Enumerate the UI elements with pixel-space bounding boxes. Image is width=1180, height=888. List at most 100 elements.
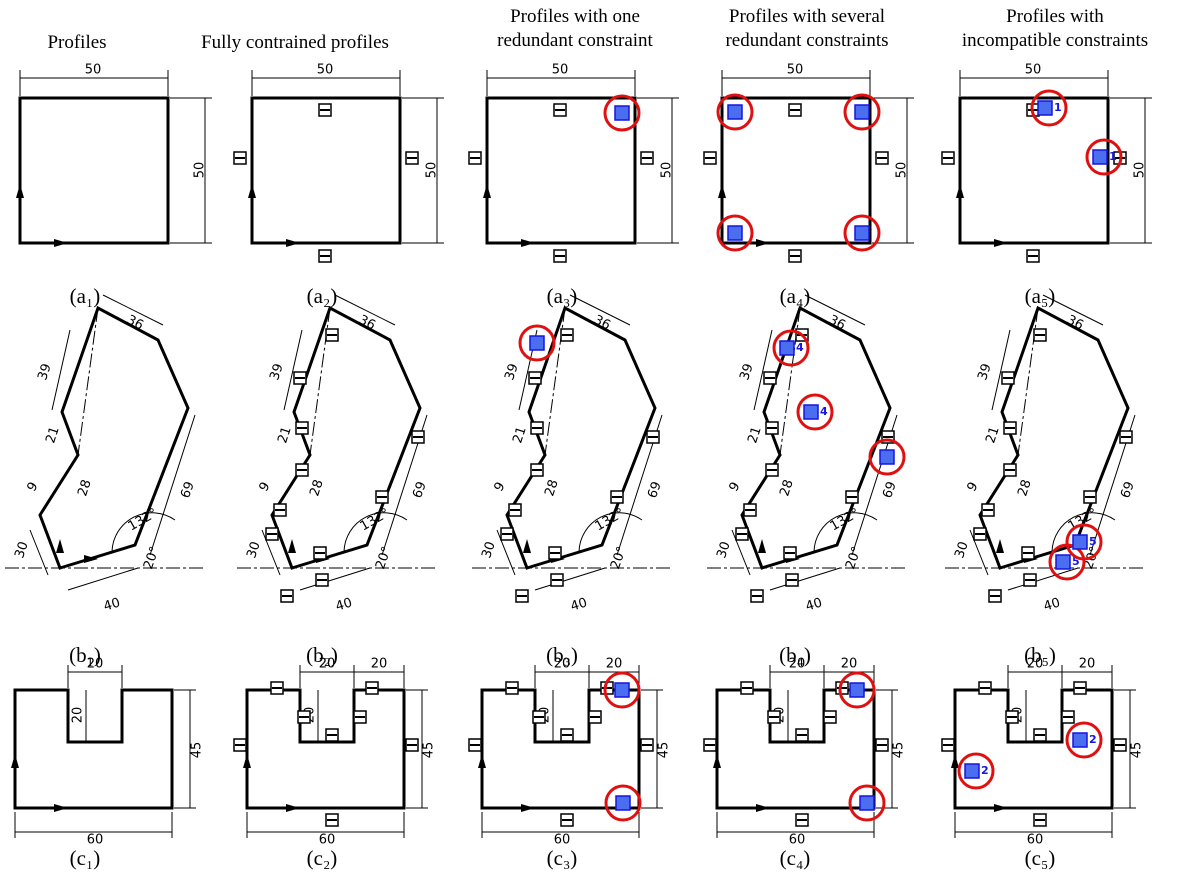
panel: 363921928304069132°20°44 [707,295,907,615]
dimension-label: 39 [502,362,521,382]
arrow [994,804,1008,812]
arrow [286,239,300,247]
subfigure-caption: (c₃) [547,846,578,870]
dimension-label: 69 [880,480,900,501]
constraint-index: 1 [1054,101,1062,114]
dimension-label: 28 [777,478,796,498]
profile [717,690,874,808]
dimension-label: 40 [804,595,824,614]
dimension-label: 20 [87,657,104,672]
profile [980,308,1128,568]
arrow [758,539,766,553]
profile [487,98,635,243]
arrow [243,754,251,768]
line [68,568,138,590]
arrow [996,539,1004,553]
constraint-icon [860,796,874,810]
constraint-icon [1073,733,1087,747]
dimension-label: 30 [244,540,263,560]
dimension-label: 21 [510,425,529,445]
dimension-label: 20° [141,545,163,572]
constraint-icon [1093,150,1107,164]
subfigure-caption: (c₅) [1025,846,1056,870]
constraint-icon [728,105,742,119]
constraint-icon [855,105,869,119]
profile [955,690,1112,808]
dimension-label: 20 [319,657,336,672]
arrow [56,539,64,553]
dimension-label: 30 [952,540,971,560]
arrow [956,184,964,198]
dimension-label: 132° [358,506,393,535]
dimension-label: 20° [843,545,865,572]
constraint-index: 1 [1109,150,1117,163]
column-header: Profiles [47,32,106,53]
line [535,568,605,590]
arrow [521,804,535,812]
dimension-label: 40 [569,595,589,614]
dimension-label: 69 [1118,480,1138,501]
column-header: incompatible constraints [962,30,1148,51]
panel: 2020204560 [234,657,437,848]
constraint-icon [615,106,629,120]
profile [20,98,168,243]
dimension-label: 39 [975,362,994,382]
dimension-label: 9 [964,480,981,495]
constraint-icon [804,405,818,419]
dimension-label: 9 [726,480,743,495]
dimension-label: 40 [102,595,122,614]
column-header: redundant constraint [497,30,653,51]
column-header: Profiles with several [729,6,885,27]
dimension-label: 132° [828,506,863,535]
dimension-label: 132° [126,506,161,535]
constraint-index: 4 [796,341,804,354]
panel: 5050 [16,63,212,248]
arrow [478,754,486,768]
column-header: Fully contrained profiles [201,32,389,53]
dimension-label: 20 [1027,657,1044,672]
dimension-label: 20 [1079,657,1096,672]
panel: 20204560 [11,657,205,848]
dimension-label: 50 [317,63,334,78]
arrow [16,184,24,198]
line [300,568,370,590]
dimension-label: 50 [193,162,208,179]
dimension-label: 45 [657,742,672,759]
constraint-icon [616,796,630,810]
profile [482,690,639,808]
dimension-label: 39 [267,362,286,382]
arrow [54,239,68,247]
dimension-label: 20 [371,657,388,672]
panel: 2020204560 [704,657,907,848]
subfigure-caption: (a₄) [780,284,811,308]
subfigure-caption: (a₁) [70,284,101,308]
profile [272,308,420,568]
arrow [11,754,19,768]
constraint-icon [1056,555,1070,569]
profile [40,308,188,568]
dimension-label: 20° [608,545,630,572]
dimension-label: 45 [892,742,907,759]
dimension-label: 9 [491,480,508,495]
dimension-label: 132° [593,506,628,535]
dimension-label: 40 [334,595,354,614]
line [770,568,840,590]
dimension-label: 50 [1133,162,1148,179]
dimension-label: 28 [1015,478,1034,498]
arrow [288,539,296,553]
constraint-index: 4 [820,405,828,418]
constraint-icon [530,336,544,350]
panel: 2020204560 [469,657,672,848]
profile [247,690,404,808]
line [78,308,98,455]
dimension-label: 9 [256,480,273,495]
dimension-label: 50 [660,162,675,179]
dimension-label: 9 [24,480,41,495]
dimension-label: 30 [12,540,31,560]
profile [507,308,655,568]
profile [252,98,400,243]
arrow [713,754,721,768]
